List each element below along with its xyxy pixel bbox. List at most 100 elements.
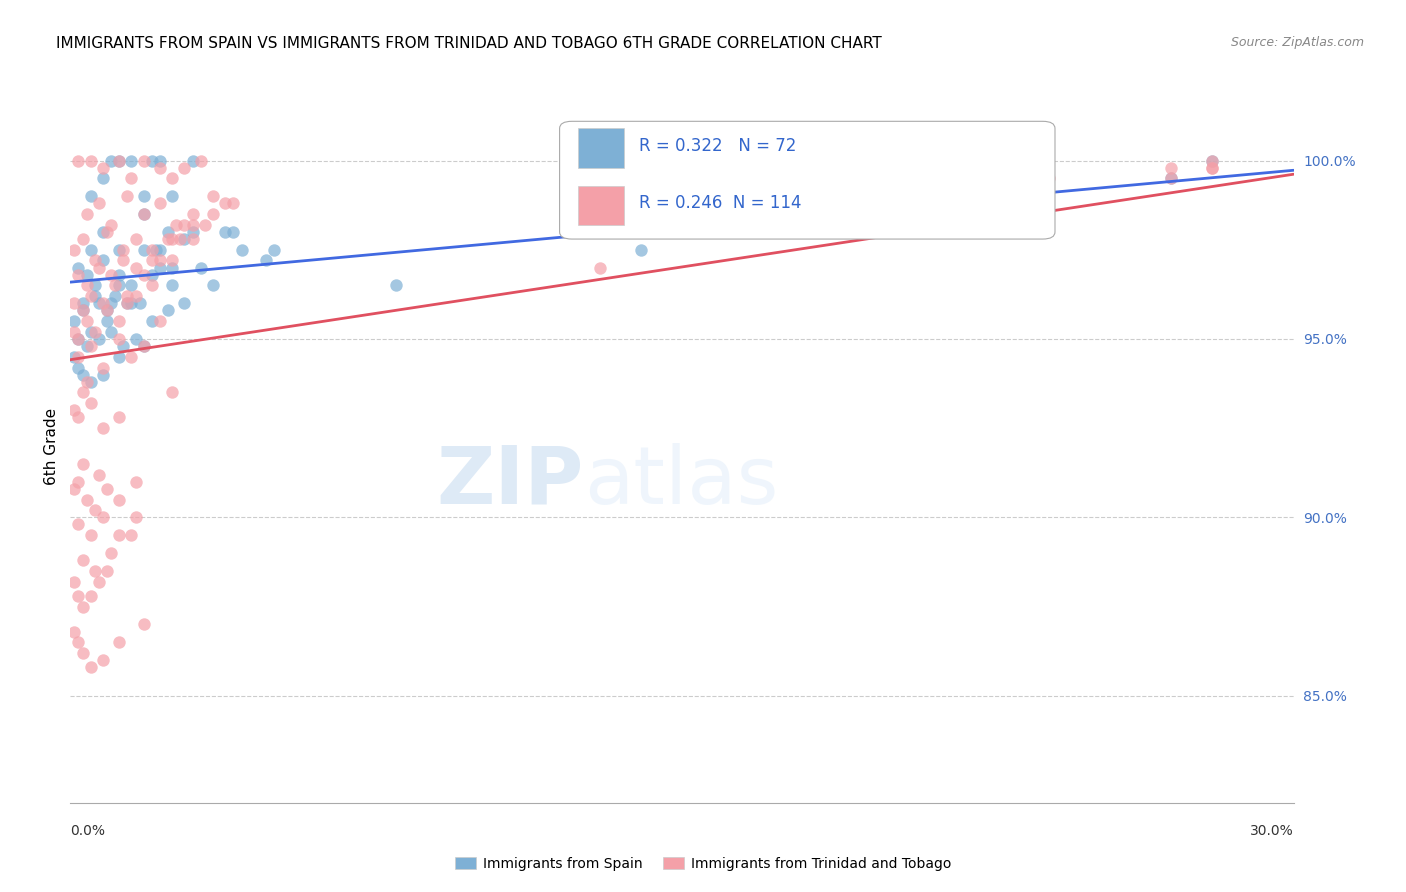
Point (162, 385, 183, 400)
Point (83, 278, 105, 293)
Point (63, 574, 86, 589)
Point (117, 296, 139, 310)
Point (173, 232, 195, 246)
Point (72, 599, 94, 614)
Point (91, 296, 114, 310)
Point (76, 492, 98, 507)
Point (149, 253, 172, 268)
Point (67, 153, 90, 168)
Point (79, 339, 103, 353)
Point (202, 278, 225, 293)
Point (385, 278, 408, 293)
Point (83, 503, 105, 517)
Point (1160, 171, 1182, 186)
Point (157, 303, 180, 318)
Point (162, 232, 183, 246)
Point (72, 553, 94, 567)
Point (117, 296, 139, 310)
Point (67, 517, 90, 532)
Point (67, 589, 90, 603)
Point (1201, 161, 1223, 175)
Point (108, 528, 131, 542)
Point (1038, 171, 1060, 186)
Point (145, 243, 167, 257)
Text: ZIP: ZIP (437, 442, 583, 521)
Point (79, 528, 103, 542)
Point (149, 153, 172, 168)
Point (83, 289, 105, 303)
Point (104, 278, 127, 293)
Point (63, 296, 86, 310)
Point (91, 653, 114, 667)
Point (76, 278, 98, 293)
Point (124, 260, 146, 275)
Point (202, 207, 225, 221)
Point (108, 492, 131, 507)
Point (91, 421, 114, 435)
Point (96, 564, 118, 578)
Point (96, 303, 118, 318)
Point (63, 350, 86, 364)
Point (87, 296, 110, 310)
Point (149, 314, 172, 328)
Point (76, 314, 98, 328)
Point (173, 218, 195, 232)
Point (63, 403, 86, 417)
Point (132, 617, 155, 632)
Point (121, 350, 143, 364)
Point (132, 207, 155, 221)
Point (121, 153, 143, 168)
Point (141, 243, 163, 257)
Point (108, 268, 131, 282)
Point (83, 564, 105, 578)
Point (141, 314, 163, 328)
Point (162, 260, 183, 275)
Text: 30.0%: 30.0% (1250, 824, 1294, 838)
Point (63, 314, 86, 328)
Point (108, 350, 131, 364)
Point (254, 253, 277, 268)
Point (63, 243, 86, 257)
Point (162, 253, 183, 268)
Point (87, 332, 110, 346)
Point (132, 339, 155, 353)
Point (96, 303, 118, 318)
Point (112, 253, 135, 268)
Point (63, 624, 86, 639)
Point (72, 232, 94, 246)
Point (162, 278, 183, 293)
Point (91, 225, 114, 239)
Point (202, 189, 225, 203)
Point (108, 153, 131, 168)
Point (165, 218, 187, 232)
Point (79, 289, 103, 303)
Point (96, 482, 118, 496)
Point (108, 243, 131, 257)
Point (108, 278, 131, 293)
Point (214, 196, 236, 211)
Point (67, 350, 90, 364)
Point (91, 161, 114, 175)
Point (117, 289, 139, 303)
Point (214, 225, 236, 239)
Point (79, 396, 103, 410)
Text: 0.0%: 0.0% (70, 824, 105, 838)
Point (87, 260, 110, 275)
Point (108, 314, 131, 328)
Point (173, 161, 195, 175)
Point (149, 196, 172, 211)
Point (132, 268, 155, 282)
Point (108, 635, 131, 649)
Point (222, 196, 245, 211)
Point (132, 339, 155, 353)
Point (149, 243, 172, 257)
Text: Source: ZipAtlas.com: Source: ZipAtlas.com (1230, 36, 1364, 49)
Point (67, 360, 90, 375)
Point (67, 260, 90, 275)
Text: R = 0.322   N = 72: R = 0.322 N = 72 (640, 137, 796, 155)
Point (63, 325, 86, 339)
Point (132, 153, 155, 168)
Point (100, 268, 122, 282)
Point (112, 243, 135, 257)
Point (79, 375, 103, 389)
